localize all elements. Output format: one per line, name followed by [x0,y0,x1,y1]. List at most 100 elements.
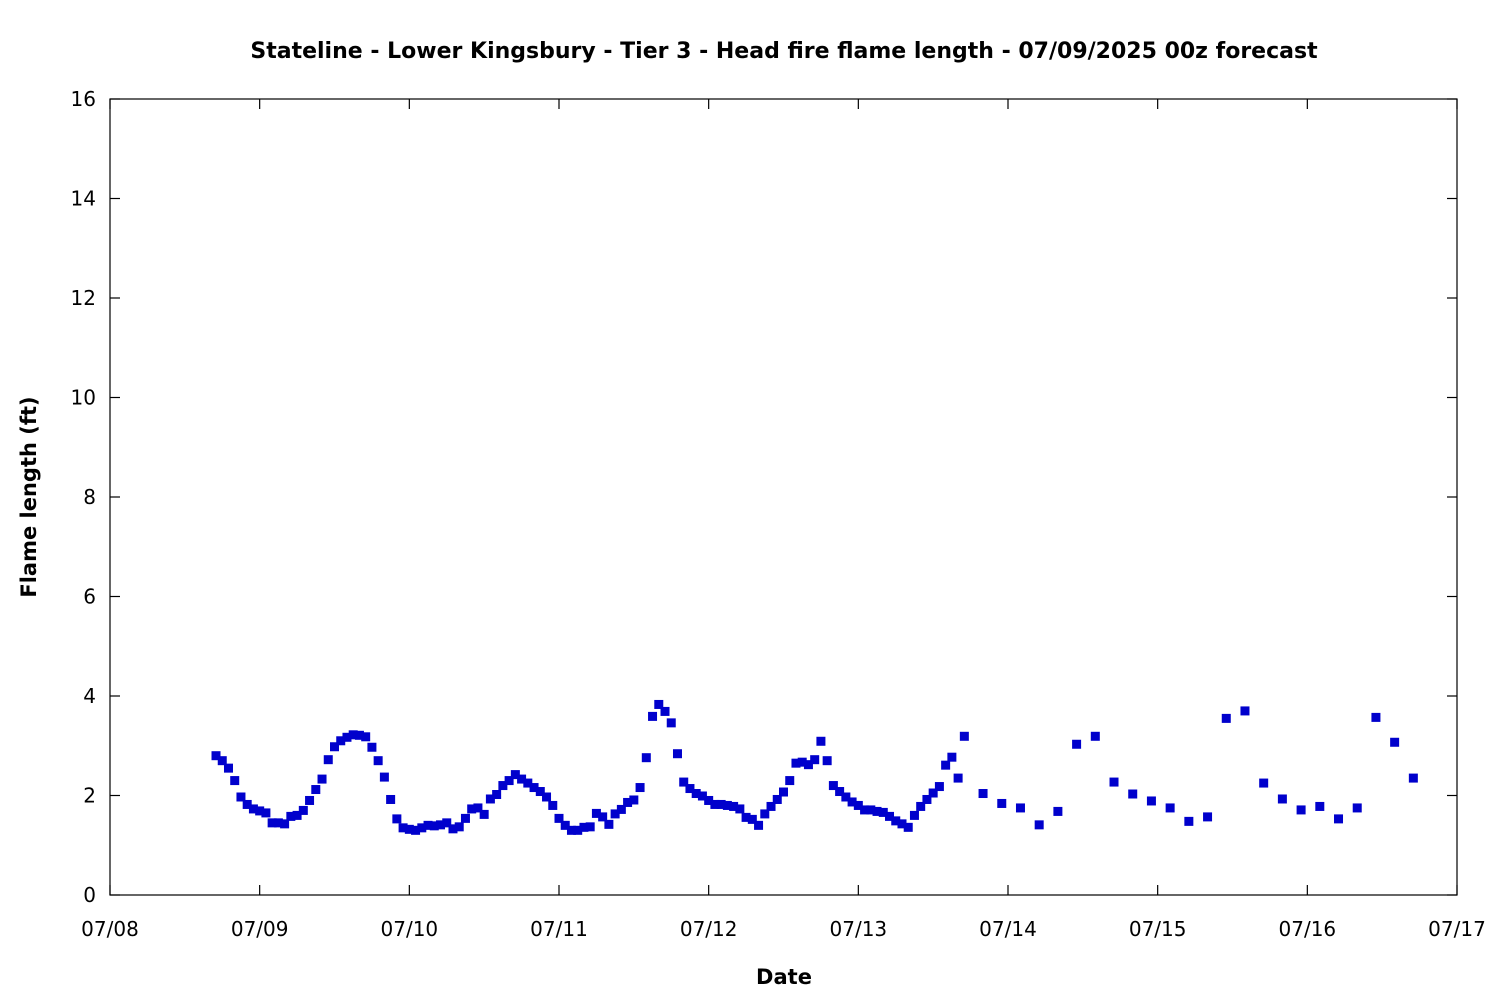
y-tick-label: 6 [83,585,96,609]
data-point [305,795,315,805]
x-tick-label: 07/17 [1428,917,1486,941]
x-axis: 07/08 07/09 07/10 07/11 07/12 07/13 07/14 07/15… [81,99,1486,941]
y-tick-label: 16 [71,87,96,111]
data-point [909,810,919,820]
data-point [448,824,458,834]
x-tick-label: 07/10 [381,917,439,941]
data-point [566,825,576,835]
data-point [754,820,764,830]
data-point [797,757,807,767]
data-point [585,822,595,832]
data-point [916,801,926,811]
data-point [404,824,414,834]
data-point [292,810,302,820]
data-point [953,773,963,783]
x-tick-label: 07/09 [231,917,289,941]
data-point [1109,777,1119,787]
y-tick-label: 12 [71,286,96,310]
x-tick-label: 07/15 [1129,917,1187,941]
x-tick-label: 07/13 [830,917,888,941]
data-point [367,742,377,752]
data-point [841,792,851,802]
data-point [1296,805,1306,815]
data-point [492,790,502,800]
data-point [623,797,633,807]
data-point [679,777,689,787]
data-point [1184,816,1194,826]
data-point [560,820,570,830]
data-point [660,706,670,716]
data-point [941,760,951,770]
data-point [828,781,838,791]
data-point [835,787,845,797]
data-point [361,732,371,742]
data-point [903,822,913,832]
data-point [286,811,296,821]
data-point [785,776,795,786]
data-point [716,799,726,809]
data-point [847,797,857,807]
data-point [803,760,813,770]
data-point [248,804,258,814]
data-point [610,809,620,819]
data-point [1146,796,1156,806]
data-point [417,823,427,833]
data-point [542,792,552,802]
data-point [729,801,739,811]
data-point [548,800,558,810]
data-point [510,770,520,780]
x-tick-label: 07/08 [81,917,139,941]
data-point [1408,773,1418,783]
data-point [273,818,283,828]
data-point [629,795,639,805]
data-point [436,820,446,830]
data-point [1203,812,1213,822]
data-point [423,820,433,830]
data-series [211,699,1418,835]
data-point [766,801,776,811]
data-point [885,811,895,821]
data-point [348,730,358,740]
data-point [760,809,770,819]
data-point [779,787,788,797]
data-point [710,799,720,809]
data-point [504,776,514,786]
data-point [442,818,452,828]
data-point [579,822,589,832]
data-point [523,778,533,788]
data-point [866,805,876,815]
data-point [267,818,277,828]
data-point [223,763,233,773]
data-point [230,776,240,786]
data-point [460,813,470,823]
data-point [878,807,888,817]
x-tick-label: 07/16 [1279,917,1337,941]
y-tick-label: 10 [71,386,96,410]
data-point [722,800,732,810]
data-point [479,809,489,819]
data-point [1165,803,1175,813]
data-point [735,804,745,814]
x-tick-label: 07/12 [680,917,738,941]
data-point [791,758,801,768]
y-tick-label: 14 [71,187,96,211]
data-point [529,783,539,793]
data-point [242,799,252,809]
data-point [772,794,782,804]
data-point [1315,801,1325,811]
data-point [1259,778,1269,788]
plot-frame [109,98,1458,896]
data-point [342,732,352,742]
data-point [1128,789,1138,799]
data-point [554,813,564,823]
data-point [261,808,271,818]
data-point [255,806,265,816]
data-point [467,804,477,814]
y-axis-label: Flame length (ft) [17,396,41,597]
data-point [280,819,290,829]
data-point [691,789,701,799]
data-point [648,711,658,721]
x-axis-label: Date [756,965,812,989]
x-tick-label: 07/11 [530,917,588,941]
